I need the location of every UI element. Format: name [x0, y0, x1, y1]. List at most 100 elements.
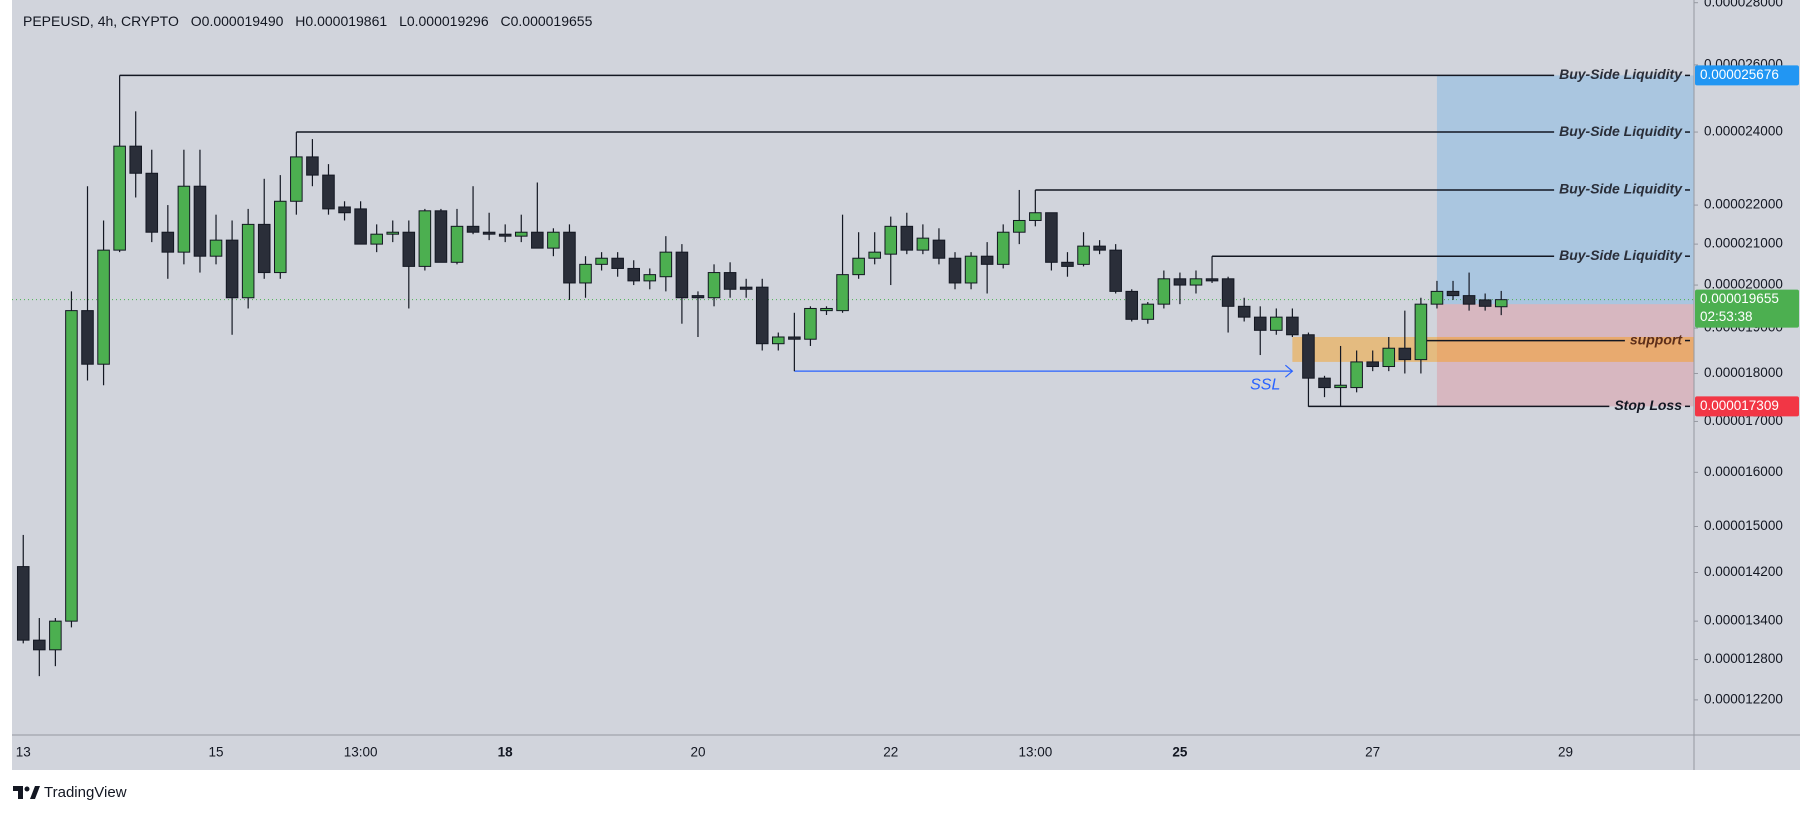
candle-body: [707, 272, 721, 299]
candle-body: [434, 210, 448, 263]
candle-body: [547, 231, 560, 249]
candle-body: [1430, 290, 1444, 305]
candle-body: [1350, 361, 1363, 389]
x-tick-label: 15: [209, 745, 224, 760]
candle-body: [65, 310, 78, 622]
candle-body: [1093, 245, 1106, 251]
candle-body: [916, 237, 930, 251]
y-tick-label: 0.000015000: [1704, 518, 1783, 533]
candle-body: [1414, 303, 1428, 361]
candle-body: [820, 307, 833, 312]
candle-body: [1270, 316, 1283, 331]
ohlc-open: O0.000019490: [191, 13, 284, 29]
y-tick-label: 0.000028000: [1704, 0, 1783, 9]
x-tick-label: 22: [883, 745, 898, 760]
candle-body: [1012, 219, 1026, 233]
ssl-arrowhead: [1284, 364, 1294, 378]
candle-body: [129, 145, 142, 174]
candle-body: [1045, 212, 1058, 263]
y-tick-label: 0.000024000: [1704, 124, 1783, 139]
candle-body: [755, 286, 769, 345]
candle-body: [1077, 245, 1090, 265]
candle-body: [900, 225, 914, 251]
candle-body: [482, 231, 496, 235]
candle-body: [1366, 361, 1379, 368]
y-tick-label: 0.000016000: [1704, 464, 1783, 479]
candle-body: [723, 272, 737, 290]
y-tick-label: 0.000021000: [1704, 236, 1783, 251]
candle-body: [193, 185, 207, 257]
candle-body: [338, 206, 351, 214]
x-tick-label: 13:00: [1018, 745, 1052, 760]
candle-body: [16, 566, 30, 641]
line-label: Buy-Side Liquidity: [1559, 247, 1683, 263]
ssl-label: SSL: [1250, 376, 1280, 393]
candle-body: [1446, 290, 1460, 297]
candle-body: [1141, 303, 1155, 320]
candle-body: [1109, 249, 1122, 292]
candle-body: [418, 210, 432, 267]
candle-body: [595, 257, 608, 265]
candle-body: [386, 231, 400, 235]
candle-body: [1157, 278, 1171, 305]
candle-body: [466, 225, 480, 233]
candle-body: [788, 336, 801, 340]
candle-body: [145, 172, 159, 233]
candle-body: [370, 233, 383, 245]
x-tick-label: 13:00: [344, 745, 378, 760]
last-price-label-bg: [1695, 289, 1799, 328]
x-tick-label: 20: [690, 745, 705, 760]
logo-part: [30, 786, 40, 799]
countdown: 02:53:38: [1700, 309, 1753, 324]
ohlc-high: H0.000019861: [295, 13, 387, 29]
candle-body: [1237, 305, 1251, 318]
candle-body: [498, 233, 512, 237]
candle-body: [627, 267, 640, 282]
candle-body: [1173, 278, 1187, 286]
candles: [16, 75, 1508, 677]
candle-body: [1286, 316, 1299, 336]
stop-price-label: 0.000017309: [1700, 398, 1779, 413]
candle-body: [177, 185, 191, 253]
candle-body: [209, 239, 223, 257]
candle-body: [161, 231, 175, 253]
y-tick-label: 0.000018000: [1704, 365, 1783, 380]
line-label: Buy-Side Liquidity: [1559, 123, 1683, 139]
candle-body: [1205, 278, 1219, 282]
line-label: Stop Loss: [1614, 397, 1682, 413]
candle-body: [290, 156, 303, 202]
candle-body: [1189, 278, 1203, 286]
candle-body: [257, 223, 271, 274]
candle-body: [1029, 212, 1042, 221]
y-tick-label: 0.000013400: [1704, 613, 1783, 628]
line-label: support: [1630, 331, 1683, 347]
chart-background: [12, 0, 1800, 770]
candle-body: [531, 231, 544, 249]
candle-body: [836, 274, 849, 312]
candle-body: [306, 156, 319, 176]
stop-price-label-bg: [1695, 396, 1799, 417]
y-tick-label: 0.000017000: [1704, 413, 1783, 428]
candle-body: [514, 231, 528, 237]
candle-body: [225, 239, 239, 299]
candle-body: [33, 639, 46, 651]
candle-body: [868, 251, 881, 259]
candle-body: [1398, 347, 1412, 361]
logo-part: [13, 786, 23, 799]
candle-body: [1302, 334, 1315, 379]
candle-body: [932, 239, 946, 259]
candle-body: [1125, 290, 1139, 320]
brand-logo: [13, 786, 40, 799]
target-price-label-bg: [1695, 65, 1799, 86]
logo-part: [24, 786, 30, 792]
y-tick-label: 0.000022000: [1704, 197, 1783, 212]
x-tick-label: 29: [1558, 745, 1573, 760]
x-tick-label: 13: [16, 745, 31, 760]
candle-body: [675, 251, 689, 299]
candle-body: [1494, 299, 1508, 308]
line-label: Buy-Side Liquidity: [1559, 181, 1683, 197]
candle-body: [322, 174, 335, 210]
candle-body: [772, 336, 785, 345]
